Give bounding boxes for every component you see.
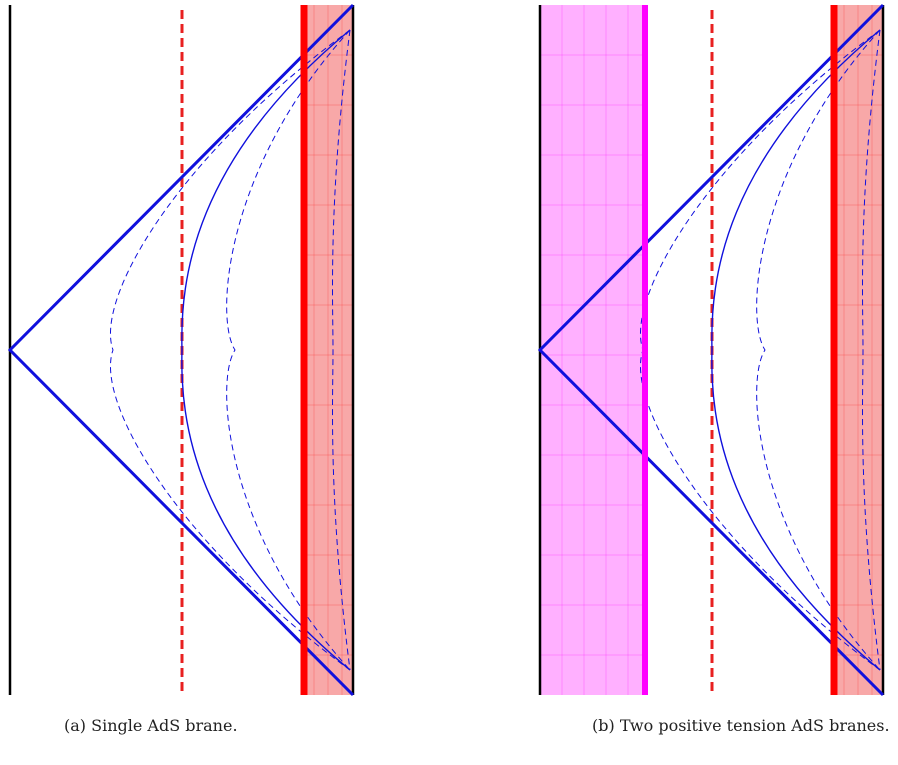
panel-a <box>7 3 355 697</box>
light-ray <box>7 3 355 697</box>
brane-region <box>304 5 353 695</box>
caption-a: (a) Single AdS brane. <box>64 716 238 735</box>
light-ray <box>537 3 885 697</box>
dashed-curve <box>226 29 351 671</box>
left-brane-region <box>540 5 645 695</box>
caption-b: (b) Two positive tension AdS branes. <box>592 716 890 735</box>
solid-curve <box>181 29 351 671</box>
brane-region <box>834 5 883 695</box>
dashed-curve <box>862 29 881 671</box>
solid-curve <box>711 29 881 671</box>
dashed-curve <box>756 29 881 671</box>
dashed-curve <box>109 29 351 671</box>
dashed-curve <box>332 29 351 671</box>
panel-b <box>537 3 885 697</box>
